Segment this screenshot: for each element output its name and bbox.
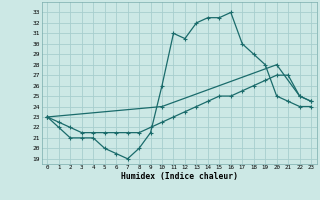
X-axis label: Humidex (Indice chaleur): Humidex (Indice chaleur) xyxy=(121,172,238,181)
